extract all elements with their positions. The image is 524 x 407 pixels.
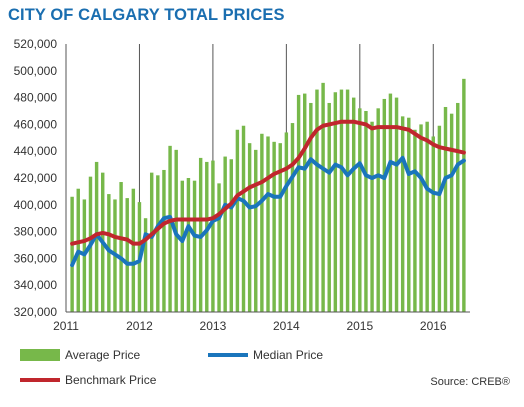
average-price-bar [260,133,264,312]
average-price-bar [125,198,129,312]
average-price-bar [315,89,319,312]
chart-title: CITY OF CALGARY TOTAL PRICES [8,6,285,24]
average-price-bar [376,108,380,312]
legend-swatch-average [20,349,60,361]
average-price-bar [345,89,350,312]
y-tick-label: 400,000 [14,198,58,212]
price-lines [70,119,466,268]
x-tick-label: 2012 [126,319,153,333]
y-tick-label: 440,000 [14,144,58,158]
average-price-bar [241,125,246,313]
legend-item-average-price: Average Price [20,348,140,362]
average-price-bar [413,129,417,312]
y-tick-label: 500,000 [14,64,58,78]
average-price-bar [431,136,435,312]
average-price-bar [327,102,331,313]
average-price-bar [217,183,221,312]
average-price-bar [407,117,411,312]
y-tick-label: 320,000 [14,305,58,319]
average-price-bar [364,111,368,312]
average-price-bar [351,97,356,312]
x-tick-label: 2013 [200,319,227,333]
average-price-bar [309,102,313,313]
average-price-bar [107,194,111,312]
legend-item-median-price: Median Price [208,348,323,362]
average-price-bar [358,108,362,312]
average-price-bar [162,169,166,312]
legend-label-average: Average Price [65,348,140,362]
average-price-bar [382,98,387,312]
x-tick-label: 2015 [346,319,373,333]
average-price-bar [223,156,227,312]
x-tick-label: 2014 [273,319,300,333]
average-price-bar [296,94,301,312]
average-price-bar [290,123,295,312]
median-price-line [70,155,466,268]
y-tick-label: 460,000 [14,117,58,131]
average-price-bar [149,172,154,312]
average-price-bar [205,161,209,312]
average-price-bar [254,149,258,312]
y-tick-label: 520,000 [14,37,58,51]
average-price-bar [186,178,191,312]
average-price-bar [180,180,185,312]
y-tick-label: 380,000 [14,225,58,239]
average-price-bar [449,113,454,313]
average-price-bar [131,188,136,312]
average-price-bar [235,129,240,312]
average-price-bar [456,102,460,313]
axes: 2011 2012 2013 2014 2015 2016 520,000 500,000 48… [14,37,470,333]
average-price-bar [143,218,148,312]
average-price-bar [229,159,233,312]
average-price-bar [119,182,123,312]
average-price-bar [278,143,282,312]
average-price-bar [370,121,374,312]
average-price-bar [388,93,393,312]
average-price-bar [437,125,442,313]
legend-label-benchmark: Benchmark Price [65,373,157,387]
average-price-bar [462,78,466,312]
average-price-bar [156,175,160,312]
y-tick-label: 340,000 [14,278,58,292]
average-price-bar [333,92,338,313]
legend-label-median: Median Price [253,348,323,362]
average-price-bar [303,93,307,312]
benchmark-price-line [70,119,466,246]
average-price-bar [284,132,289,312]
average-price-bar [419,124,423,313]
average-price-bar [443,106,448,312]
average-price-bar [321,82,325,312]
average-price-bar [400,116,405,312]
x-tick-label: 2011 [53,319,79,333]
average-price-bar [247,143,252,312]
legend: Average Price Median Price Benchmark Price… [20,348,510,388]
average-price-bar [211,160,215,312]
average-price-bar [266,136,270,312]
source-note: Source: CREB® [430,376,510,388]
average-price-bar [70,196,74,312]
y-tick-label: 480,000 [14,91,58,105]
average-price-bar [425,121,429,312]
average-price-bar [272,141,276,312]
y-tick-label: 360,000 [14,251,58,265]
average-price-bar [394,97,399,312]
legend-item-benchmark-price: Benchmark Price [20,373,157,387]
average-price-bar [339,89,344,312]
average-price-bar [168,145,172,312]
average-price-bar [192,180,197,312]
y-tick-label: 420,000 [14,171,58,185]
x-tick-label: 2016 [420,319,447,333]
